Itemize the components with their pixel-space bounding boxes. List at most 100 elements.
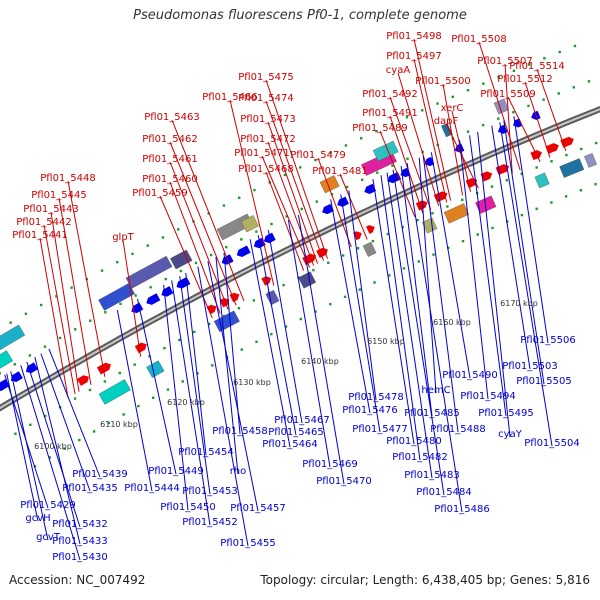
dot-marker <box>298 166 302 169</box>
label-leader-line <box>43 224 76 395</box>
dot-marker <box>103 380 107 383</box>
reverse-gene-arrow <box>236 245 251 257</box>
label-leader-line <box>215 256 239 475</box>
label-leader-line <box>418 157 437 394</box>
label-leader-line <box>499 122 553 447</box>
dot-marker <box>207 322 211 326</box>
gene-label: Pfl01_5467 <box>274 415 330 426</box>
dot-marker <box>240 348 243 351</box>
dot-marker <box>520 172 523 176</box>
dot-marker <box>58 336 62 340</box>
dot-marker <box>177 228 180 231</box>
gene-label: Pfl01_5479 <box>290 150 346 161</box>
gene-label: Pfl01_5449 <box>148 466 204 477</box>
feature-block <box>362 241 377 257</box>
gene-label: Pfl01_5495 <box>478 408 534 419</box>
gene-label: Pfl01_5465 <box>268 427 324 438</box>
dot-marker <box>237 306 241 310</box>
dot-marker <box>358 288 362 291</box>
gene-label: Pfl01_5435 <box>62 483 118 494</box>
dot-marker <box>343 295 347 299</box>
dot-marker <box>161 236 165 239</box>
dot-marker <box>13 363 16 366</box>
dot-marker <box>587 80 591 83</box>
dot-marker <box>166 388 170 391</box>
gene-label: Pfl01_5445 <box>31 190 87 201</box>
dot-marker <box>451 95 454 99</box>
dot-marker <box>375 129 378 133</box>
label-leader-line <box>229 99 275 286</box>
dot-marker <box>327 261 330 264</box>
dot-marker <box>299 317 303 321</box>
gene-label: Pfl01_5488 <box>430 424 486 435</box>
dot-marker <box>481 123 485 127</box>
tick-label: 6160 kbp <box>433 318 471 327</box>
dot-marker <box>461 198 464 202</box>
dot-marker <box>73 397 77 400</box>
dot-marker <box>535 166 538 169</box>
dot-marker <box>401 225 404 229</box>
dot-marker <box>550 201 553 204</box>
reverse-gene-arrow <box>364 183 377 194</box>
gene-label: Pfl01_5505 <box>516 376 572 387</box>
dot-marker <box>283 173 287 177</box>
gene-label: Pfl01_5469 <box>302 459 358 470</box>
dot-marker <box>390 122 393 126</box>
label-leader-line <box>34 357 81 545</box>
dot-marker <box>373 281 376 284</box>
dot-marker <box>356 247 360 250</box>
forward-gene-arrow <box>545 143 559 154</box>
feature-block <box>319 175 340 194</box>
label-leader-line <box>478 41 521 171</box>
dot-marker <box>104 311 107 314</box>
label-leader-line <box>413 38 452 201</box>
dot-marker <box>134 294 137 297</box>
dot-marker <box>314 158 317 162</box>
dot-marker <box>497 75 500 79</box>
label-leader-line <box>265 100 324 261</box>
dot-marker <box>550 160 553 163</box>
label-leader-line <box>430 152 471 379</box>
dot-marker <box>131 252 134 256</box>
dot-marker <box>466 89 470 92</box>
dot-marker <box>527 104 530 108</box>
dot-marker <box>253 188 256 192</box>
dot-marker <box>133 363 136 366</box>
reverse-gene-arrow <box>400 167 411 178</box>
reverse-gene-arrow <box>176 276 191 289</box>
dot-marker <box>512 111 515 114</box>
dot-marker <box>345 185 349 189</box>
label-leader-line <box>491 125 531 370</box>
dot-marker <box>164 277 167 281</box>
dot-marker <box>406 157 409 160</box>
label-leader-line <box>122 239 142 357</box>
dot-marker <box>39 303 43 307</box>
dot-marker <box>557 92 560 95</box>
reverse-gene-arrow <box>424 156 435 167</box>
gene-label: Pfl01_5463 <box>144 112 200 123</box>
dot-marker <box>573 44 577 48</box>
forward-gene-arrow <box>206 304 217 315</box>
dot-marker <box>240 238 243 241</box>
dot-marker <box>178 338 181 342</box>
forward-gene-arrow <box>415 200 428 211</box>
dot-marker <box>211 364 214 367</box>
reverse-gene-arrow <box>337 196 349 207</box>
label-leader-line <box>265 79 328 259</box>
dot-marker <box>371 239 375 243</box>
feature-block <box>146 360 165 378</box>
label-leader-line <box>267 141 315 266</box>
label-leader-line <box>297 214 345 485</box>
reverse-gene-arrow <box>10 371 23 382</box>
dot-marker <box>431 212 434 215</box>
dot-marker <box>572 86 576 89</box>
map-title: Pseudomonas fluorescens Pf0-1, complete … <box>133 8 467 23</box>
feature-block <box>0 324 26 351</box>
dot-marker <box>137 404 140 408</box>
accession-text: Accession: NC_007492 <box>9 573 146 587</box>
dot-marker <box>284 325 288 328</box>
dot-marker <box>527 63 531 66</box>
label-leader-line <box>10 371 49 541</box>
tick-label: 6110 kbp <box>100 420 138 429</box>
dot-marker <box>360 137 363 140</box>
